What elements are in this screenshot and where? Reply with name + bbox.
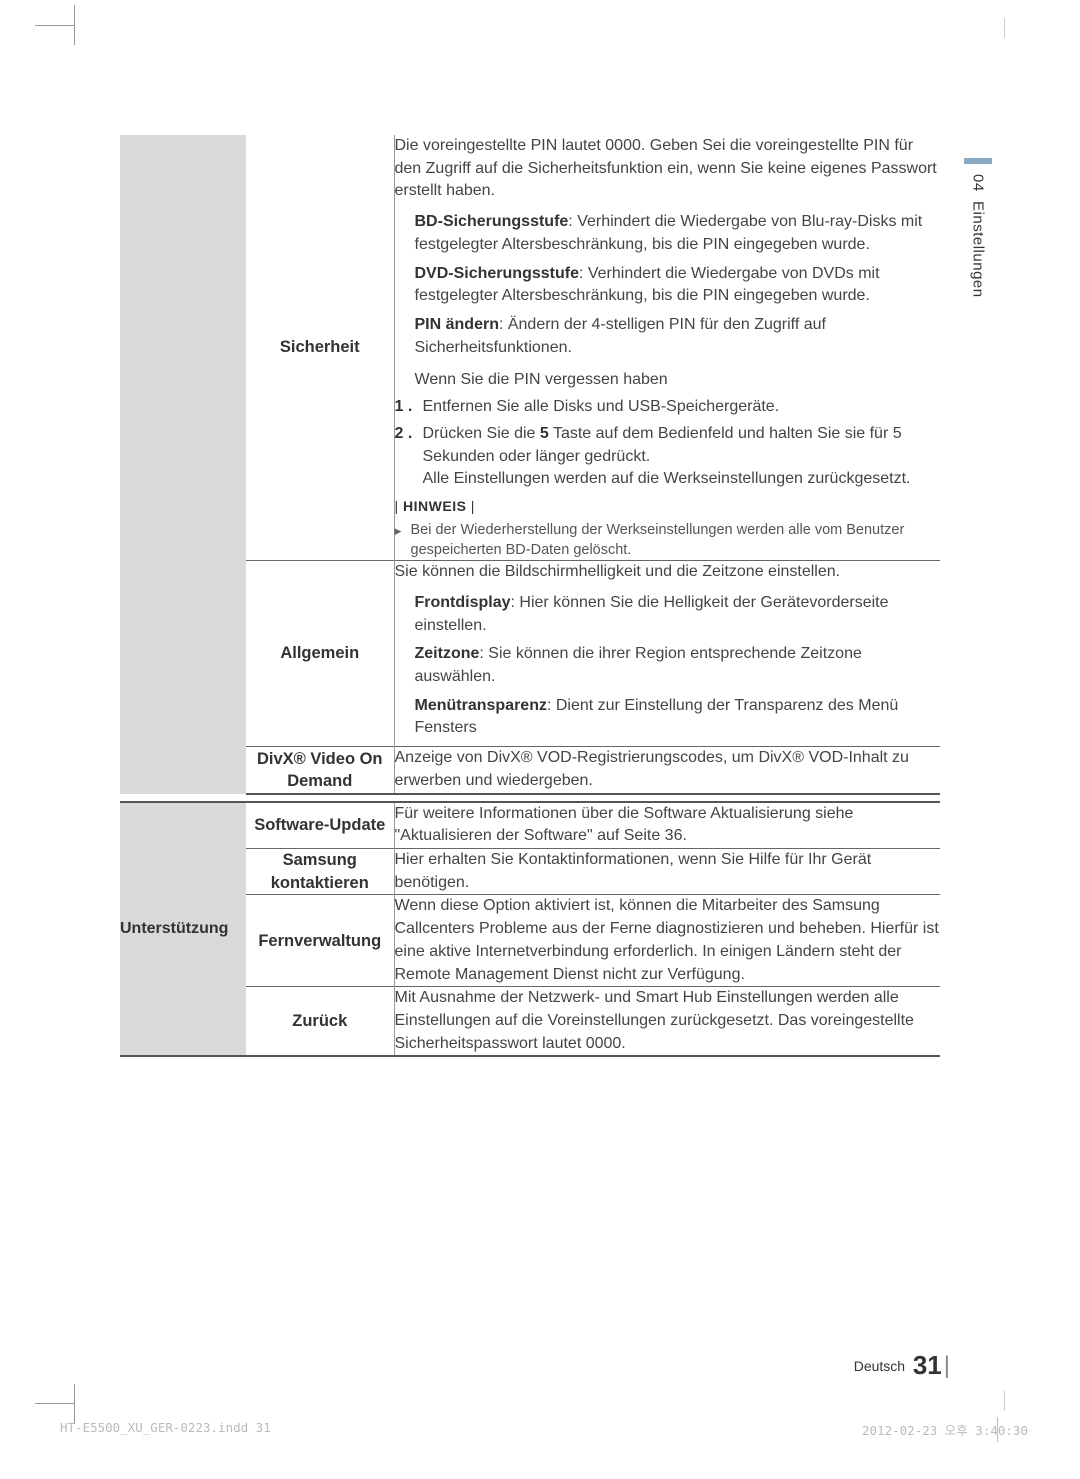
crop-mark	[1004, 18, 1005, 38]
category-cell-empty	[120, 135, 246, 794]
menu-label: Menütransparenz	[415, 697, 547, 714]
zeit-text: : Sie können die ihrer Region entspreche…	[415, 645, 862, 685]
table-row: Sicherheit Die voreingestellte PIN laute…	[120, 135, 940, 561]
side-tab: 04 Einstellungen	[964, 158, 992, 298]
forgot-block: Wenn Sie die PIN vergessen haben	[395, 369, 941, 392]
footer-lang: Deutsch	[854, 1358, 905, 1374]
hinweis-label: HINWEIS	[395, 497, 941, 517]
step2-key: 5	[540, 425, 549, 442]
crop-mark	[1004, 1391, 1005, 1411]
category-cell-unterstuetzung: Unterstützung	[120, 802, 246, 1057]
print-left: HT-E5500_XU_GER-0223.indd 31	[60, 1420, 271, 1439]
allgemein-intro: Sie können die Bildschirmhelligkeit und …	[395, 561, 941, 584]
sicherheit-sublist: BD-Sicherungsstufe: Verhindert die Wiede…	[395, 211, 941, 359]
step2c: Alle Einstellungen werden auf die Werkse…	[423, 470, 911, 487]
zeit-label: Zeitzone	[415, 645, 480, 662]
side-tab-label: Einstellungen	[970, 201, 987, 298]
step-num: 1 .	[395, 396, 413, 419]
zeit-item: Zeitzone: Sie können die ihrer Region en…	[415, 643, 941, 688]
hinweis-note: Bei der Wiederherstellung der Werkseinst…	[395, 521, 941, 560]
print-right: 2012-02-23 오후 3:40:30	[862, 1420, 1028, 1439]
allgemein-sublist: Frontdisplay: Hier können Sie die Hellig…	[395, 592, 941, 740]
step-num: 2 .	[395, 423, 413, 446]
footer-bar-icon: |	[944, 1352, 950, 1379]
row-desc-allgemein: Sie können die Bildschirmhelligkeit und …	[394, 561, 940, 747]
settings-table: Sicherheit Die voreingestellte PIN laute…	[120, 135, 940, 1057]
row-label-sicherheit: Sicherheit	[246, 135, 394, 561]
step1-text: Entfernen Sie alle Disks und USB-Speiche…	[423, 398, 780, 415]
pin-label: PIN ändern	[415, 316, 499, 333]
row-desc-divx: Anzeige von DivX® VOD-Registrierungscode…	[394, 747, 940, 794]
row-desc-sicherheit: Die voreingestellte PIN lautet 0000. Geb…	[394, 135, 940, 561]
crop-mark	[35, 25, 75, 26]
front-label: Frontdisplay	[415, 594, 511, 611]
row-desc-fernverwaltung: Wenn diese Option aktiviert ist, können …	[394, 895, 940, 987]
row-label-zurueck: Zurück	[246, 987, 394, 1057]
row-label-allgemein: Allgemein	[246, 561, 394, 747]
footer-page-number: 31	[913, 1350, 942, 1380]
steps-list: 1 . Entfernen Sie alle Disks und USB-Spei…	[395, 396, 941, 491]
page-footer: Deutsch 31|	[854, 1350, 950, 1381]
row-desc-samsung: Hier erhalten Sie Kontaktinformationen, …	[394, 848, 940, 894]
dvd-label: DVD-Sicherungsstufe	[415, 265, 579, 282]
bd-label: BD-Sicherungsstufe	[415, 213, 569, 230]
step-item: 1 . Entfernen Sie alle Disks und USB-Spei…	[395, 396, 941, 419]
row-label-divx: DivX® Video On Demand	[246, 747, 394, 794]
crop-mark	[35, 1403, 75, 1404]
section-spacer	[120, 794, 940, 802]
side-tab-bar	[964, 158, 992, 164]
row-label-software: Software-Update	[246, 802, 394, 849]
menu-item: Menütransparenz: Dient zur Einstellung d…	[415, 695, 941, 740]
side-tab-text: 04 Einstellungen	[970, 174, 987, 298]
row-desc-zurueck: Mit Ausnahme der Netzwerk- und Smart Hub…	[394, 987, 940, 1057]
front-item: Frontdisplay: Hier können Sie die Hellig…	[415, 592, 941, 637]
print-metadata: HT-E5500_XU_GER-0223.indd 31 2012-02-23 …	[60, 1420, 1028, 1439]
bd-item: BD-Sicherungsstufe: Verhindert die Wiede…	[415, 211, 941, 256]
settings-table-container: Sicherheit Die voreingestellte PIN laute…	[120, 135, 940, 1057]
row-desc-software: Für weitere Informationen über die Softw…	[394, 802, 940, 849]
step2a: Drücken Sie die	[423, 425, 540, 442]
table-row: Unterstützung Software-Update Für weiter…	[120, 802, 940, 849]
side-tab-number: 04	[970, 174, 987, 192]
sicherheit-intro: Die voreingestellte PIN lautet 0000. Geb…	[395, 135, 941, 203]
dvd-item: DVD-Sicherungsstufe: Verhindert die Wied…	[415, 263, 941, 308]
row-label-fernverwaltung: Fernverwaltung	[246, 895, 394, 987]
pin-item: PIN ändern: Ändern der 4-stelligen PIN f…	[415, 314, 941, 359]
row-label-samsung: Samsung kontaktieren	[246, 848, 394, 894]
step-item: 2 .Drücken Sie die 5 Taste auf dem Bedie…	[395, 423, 941, 491]
forgot-heading: Wenn Sie die PIN vergessen haben	[415, 369, 941, 392]
